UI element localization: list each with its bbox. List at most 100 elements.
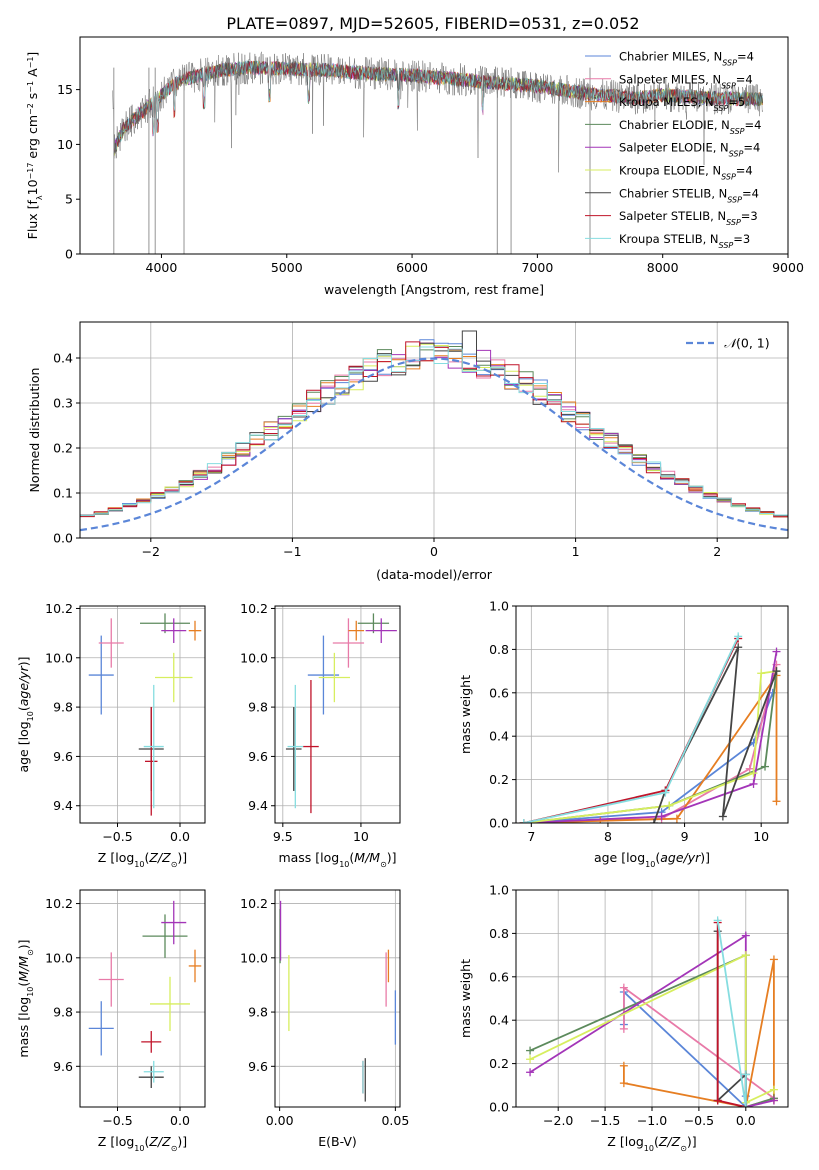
- y-tick-label: 9.4: [248, 798, 268, 813]
- y-tick-label: 0.0: [489, 1100, 509, 1115]
- weight-line: [623, 959, 775, 1107]
- weight-line: [716, 920, 747, 1107]
- y-tick-label: 9.4: [53, 798, 73, 813]
- y-tick-label: 9.6: [248, 749, 268, 764]
- x-tick-label: 2: [713, 544, 721, 559]
- legend-label: Salpeter STELIB, NSSP=3: [619, 209, 758, 227]
- legend-label: 𝒩(0, 1): [724, 336, 770, 351]
- plot-area: [526, 916, 778, 1107]
- x-tick-label: 9: [681, 829, 689, 844]
- weight-line: [523, 672, 778, 823]
- y-tick-label: 0.0: [489, 816, 509, 831]
- weight-line: [523, 670, 777, 823]
- y-tick-label: 0.8: [489, 642, 509, 657]
- x-axis-label: wavelength [Angstrom, rest frame]: [324, 282, 544, 297]
- y-tick-label: 10.0: [240, 650, 268, 665]
- legend-label: Kroupa MILES, NSSP=5: [619, 95, 745, 113]
- x-tick-label: 9000: [772, 260, 804, 275]
- x-tick-label: 7: [527, 829, 535, 844]
- y-tick-label: 0.1: [53, 486, 73, 501]
- x-tick-label: 1: [572, 544, 580, 559]
- x-tick-label: 0.00: [266, 1113, 294, 1128]
- axes-frame: [79, 605, 206, 824]
- y-tick-label: 10.0: [45, 950, 73, 965]
- weight-line: [523, 692, 774, 823]
- y-tick-label: 0.8: [489, 926, 509, 941]
- panel-residuals: −2 −1 0 1 2 0.0 0.1 0.2 0.3 0.4 𝒩(0, 1) (data-model…: [27, 321, 789, 582]
- x-axis-label: age [log10(age/yr)]: [594, 850, 710, 869]
- y-tick-label: 10.2: [45, 896, 73, 911]
- y-tick-label: 10: [57, 137, 73, 152]
- panel-age-Z: −0.5 0.0 9.4 9.6 9.8 10.0 10.2 Z [log10(Z/Z⊙)] a…: [16, 601, 206, 869]
- y-tick-label: 1.0: [489, 599, 509, 614]
- y-tick-label: 9.8: [53, 1005, 73, 1020]
- y-tick-label: 0.0: [53, 531, 73, 546]
- legend-label: Salpeter ELODIE, NSSP=4: [619, 141, 760, 159]
- plot-area: [112, 51, 764, 254]
- y-tick-label: 0: [65, 247, 73, 262]
- x-tick-label: 6000: [396, 260, 428, 275]
- weight-line: [523, 670, 778, 823]
- axes-frame: [79, 889, 206, 1108]
- plot-area: [279, 900, 397, 1102]
- histogram-step: [80, 346, 788, 516]
- x-tick-label: 9.5: [273, 829, 293, 844]
- legend-label: Kroupa ELODIE, NSSP=4: [619, 164, 753, 182]
- x-tick-label: 0.0: [170, 829, 190, 844]
- y-tick-label: 0.2: [489, 772, 509, 787]
- y-axis-label: Flux [fλ10−17 erg cm−2 s−1 A−1]: [25, 52, 44, 240]
- x-tick-label: −0.5: [684, 1113, 714, 1128]
- x-tick-label: 8000: [647, 260, 679, 275]
- plot-area: [88, 900, 202, 1089]
- y-tick-label: 1.0: [489, 883, 509, 898]
- weight-line: [529, 953, 775, 1105]
- y-tick-label: 0.3: [53, 396, 73, 411]
- axes-frame: [79, 36, 789, 255]
- x-tick-label: 0.0: [170, 1113, 190, 1128]
- x-tick-label: 0: [430, 544, 438, 559]
- panel-weight-Z: −2.0 −1.5 −1.0 −0.5 0.0 0.0 0.2 0.4 0.6 0.8 1.0 Z […: [458, 883, 789, 1153]
- x-tick-label: −2.0: [543, 1113, 573, 1128]
- y-tick-label: 9.8: [53, 700, 73, 715]
- y-tick-label: 10.0: [45, 650, 73, 665]
- y-tick-label: 0.2: [53, 441, 73, 456]
- y-axis-label: Normed distribution: [27, 368, 42, 493]
- x-axis-label: mass [log10(M/M⊙)]: [278, 850, 396, 869]
- y-tick-label: 9.6: [53, 749, 73, 764]
- y-tick-label: 10.0: [240, 950, 268, 965]
- plot-area: [80, 330, 788, 532]
- weight-line: [523, 638, 740, 823]
- axes-frame: [274, 605, 401, 824]
- plot-area: [88, 613, 202, 816]
- axes-frame: [515, 889, 789, 1108]
- y-tick-label: 0.6: [489, 969, 509, 984]
- legend-label: Kroupa STELIB, NSSP=3: [619, 232, 750, 250]
- x-tick-label: −1.5: [590, 1113, 620, 1128]
- x-tick-label: 7000: [521, 260, 553, 275]
- panel-mass-Z: −0.5 0.0 9.6 9.8 10.0 10.2 Z [log10(Z/Z⊙)] mass…: [16, 889, 206, 1153]
- x-axis-label: Z [log10(Z/Z⊙)]: [607, 1134, 696, 1153]
- x-tick-label: 0.0: [736, 1113, 756, 1128]
- y-tick-label: 0.4: [53, 351, 73, 366]
- panel-age-mass: 9.5 10 9.4 9.6 9.8 10.0 10.2 mass [log10(M/M⊙)]: [240, 601, 401, 869]
- y-tick-label: 9.8: [248, 1005, 268, 1020]
- x-axis-label: (data-model)/error: [376, 567, 493, 582]
- y-tick-label: 9.6: [248, 1059, 268, 1074]
- x-tick-label: −0.5: [102, 829, 132, 844]
- axes-frame: [515, 605, 789, 824]
- observed-spectrum: [112, 51, 763, 173]
- panel-mass-EBV: 0.00 0.05 9.6 9.8 10.0 10.2 E(B-V): [240, 889, 409, 1149]
- legend-label: Chabrier STELIB, NSSP=4: [619, 186, 759, 204]
- x-tick-label: 10: [353, 829, 369, 844]
- x-tick-label: 4000: [146, 260, 178, 275]
- x-axis-label: E(B-V): [318, 1134, 357, 1149]
- y-tick-label: 10.2: [240, 896, 268, 911]
- x-tick-label: −0.5: [102, 1113, 132, 1128]
- weight-line: [523, 636, 740, 823]
- weight-line: [523, 651, 778, 823]
- x-tick-label: 8: [604, 829, 612, 844]
- y-axis-label: mass weight: [458, 959, 473, 1038]
- y-axis-label: age [log10(age/yr)]: [16, 656, 35, 772]
